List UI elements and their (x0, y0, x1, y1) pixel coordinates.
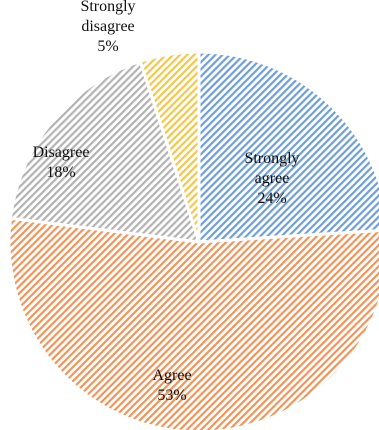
slice-category: Strongly (244, 150, 299, 167)
slice-percent: 18% (46, 164, 75, 181)
pie-slice-3 (138, 50, 201, 243)
slice-percent: 5% (97, 38, 118, 55)
slice-category: Disagree (33, 144, 90, 161)
labels-layer: Strongly agree 24% Agree 53% Disagree 18% Stron… (33, 0, 300, 404)
slice-category: Strongly (80, 0, 135, 15)
slice-category: Agree (152, 367, 191, 384)
pie-slice-0 (197, 50, 379, 244)
slice-label-0: Strongly agree 24% (244, 150, 299, 207)
pie-slice-2 (8, 59, 202, 244)
pie-slice-1 (7, 216, 379, 430)
slice-percent: 53% (157, 387, 186, 404)
slice-category: disagree (81, 18, 134, 35)
slice-percent: 24% (257, 190, 286, 207)
slice-label-3: Strongly disagree 5% (80, 0, 135, 55)
slice-label-2: Disagree 18% (33, 144, 90, 181)
slice-category: agree (255, 170, 290, 187)
slices-layer (7, 50, 379, 430)
slice-label-1: Agree 53% (152, 367, 191, 404)
